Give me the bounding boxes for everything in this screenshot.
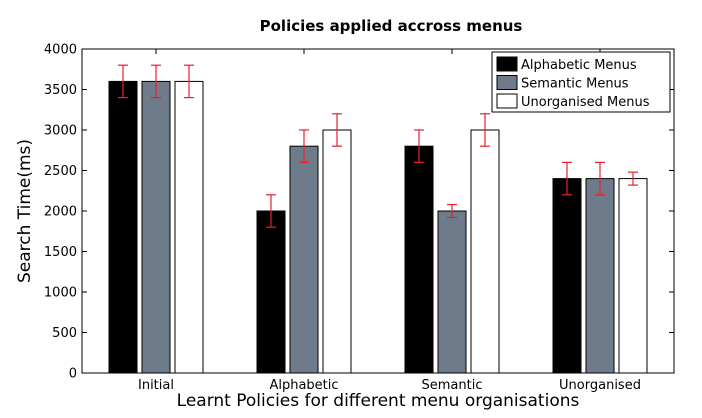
bar-unorganised-menus-semantic bbox=[470, 129, 500, 374]
y-tick-label: 1000 bbox=[44, 286, 77, 301]
y-tick-label: 1500 bbox=[44, 245, 77, 260]
plot-frame bbox=[81, 48, 675, 374]
x-axis-label: Learnt Policies for different menu organ… bbox=[177, 391, 580, 411]
bar-alphabetic-menus-semantic bbox=[404, 145, 434, 374]
x-tick-label: Alphabetic bbox=[269, 378, 338, 393]
legend-label: Semantic Menus bbox=[521, 77, 629, 92]
bar-alphabetic-menus-initial bbox=[108, 80, 138, 374]
x-tick-label: Unorganised bbox=[559, 378, 641, 393]
legend-swatch bbox=[496, 56, 518, 72]
y-tick-label: 500 bbox=[52, 326, 77, 341]
y-tick-label: 2500 bbox=[44, 164, 77, 179]
bar-unorganised-menus-unorganised bbox=[618, 178, 648, 374]
bar-alphabetic-menus-unorganised bbox=[552, 178, 582, 374]
bar-unorganised-menus-initial bbox=[174, 80, 204, 374]
legend-swatch bbox=[496, 75, 518, 90]
bar-semantic-menus-semantic bbox=[437, 210, 467, 374]
x-tick-label: Semantic bbox=[422, 378, 483, 393]
legend: Alphabetic Menus Semantic Menus Unorganise… bbox=[491, 51, 671, 113]
y-axis: 0 500 1000 1500 2000 2500 3000 3500 4000 bbox=[44, 43, 674, 382]
y-axis-label: Search Time(ms) bbox=[15, 139, 35, 283]
bar-unorganised-menus-alphabetic bbox=[322, 129, 352, 374]
legend-label: Alphabetic Menus bbox=[521, 58, 637, 73]
bar-semantic-menus-initial bbox=[141, 80, 171, 374]
y-tick-label: 3000 bbox=[44, 124, 77, 139]
bar-semantic-menus-alphabetic bbox=[289, 145, 319, 374]
y-tick-label: 2000 bbox=[44, 205, 77, 220]
y-tick-label: 3500 bbox=[44, 83, 77, 98]
x-tick-label: Initial bbox=[138, 378, 174, 393]
chart-title: Policies applied accross menus bbox=[260, 17, 523, 35]
y-tick-label: 4000 bbox=[44, 43, 77, 58]
bar-semantic-menus-unorganised bbox=[585, 178, 615, 374]
y-tick-label: 0 bbox=[69, 367, 77, 382]
x-axis: Initial Alphabetic Semantic Unorganised bbox=[138, 49, 641, 393]
bars bbox=[108, 80, 648, 374]
error-bars bbox=[118, 64, 638, 228]
legend-box bbox=[491, 51, 671, 113]
bar-alphabetic-menus-alphabetic bbox=[256, 210, 286, 374]
legend-label: Unorganised Menus bbox=[521, 95, 650, 110]
legend-swatch bbox=[496, 93, 518, 109]
